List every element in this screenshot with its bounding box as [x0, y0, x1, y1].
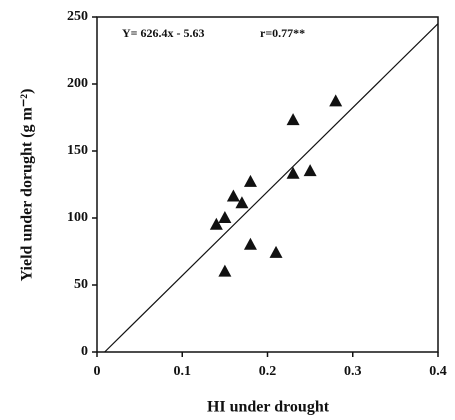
point: [303, 164, 317, 177]
x-tick-label: 0: [94, 364, 101, 379]
point: [218, 264, 232, 277]
correlation: r=0.77**: [260, 26, 305, 40]
point: [218, 211, 232, 223]
x-tick-label: 0.1: [174, 364, 192, 379]
y-tick-label: 150: [67, 143, 88, 158]
point: [329, 94, 343, 107]
equation: Y= 626.4x - 5.63: [122, 26, 205, 40]
point: [243, 237, 257, 250]
y-tick-label: 100: [67, 210, 88, 225]
y-tick-label: 200: [67, 76, 88, 91]
point: [209, 217, 223, 230]
point: [286, 113, 300, 126]
point: [269, 245, 283, 258]
point: [226, 189, 240, 202]
point: [235, 196, 249, 209]
x-tick-label: 0.3: [344, 364, 362, 379]
x-axis-label: HI under drought: [207, 399, 330, 416]
y-axis-label: Yield under dorught (g m⁻²): [19, 89, 36, 282]
y-tick-label: 50: [74, 277, 88, 292]
point: [286, 166, 300, 179]
y-tick-label: 250: [67, 9, 88, 24]
x-tick-label: 0.4: [429, 364, 447, 379]
point: [243, 174, 257, 187]
x-tick-label: 0.2: [259, 364, 277, 379]
y-tick-label: 0: [81, 344, 88, 359]
plot-frame: [96, 16, 439, 353]
fit-line: [104, 23, 439, 353]
